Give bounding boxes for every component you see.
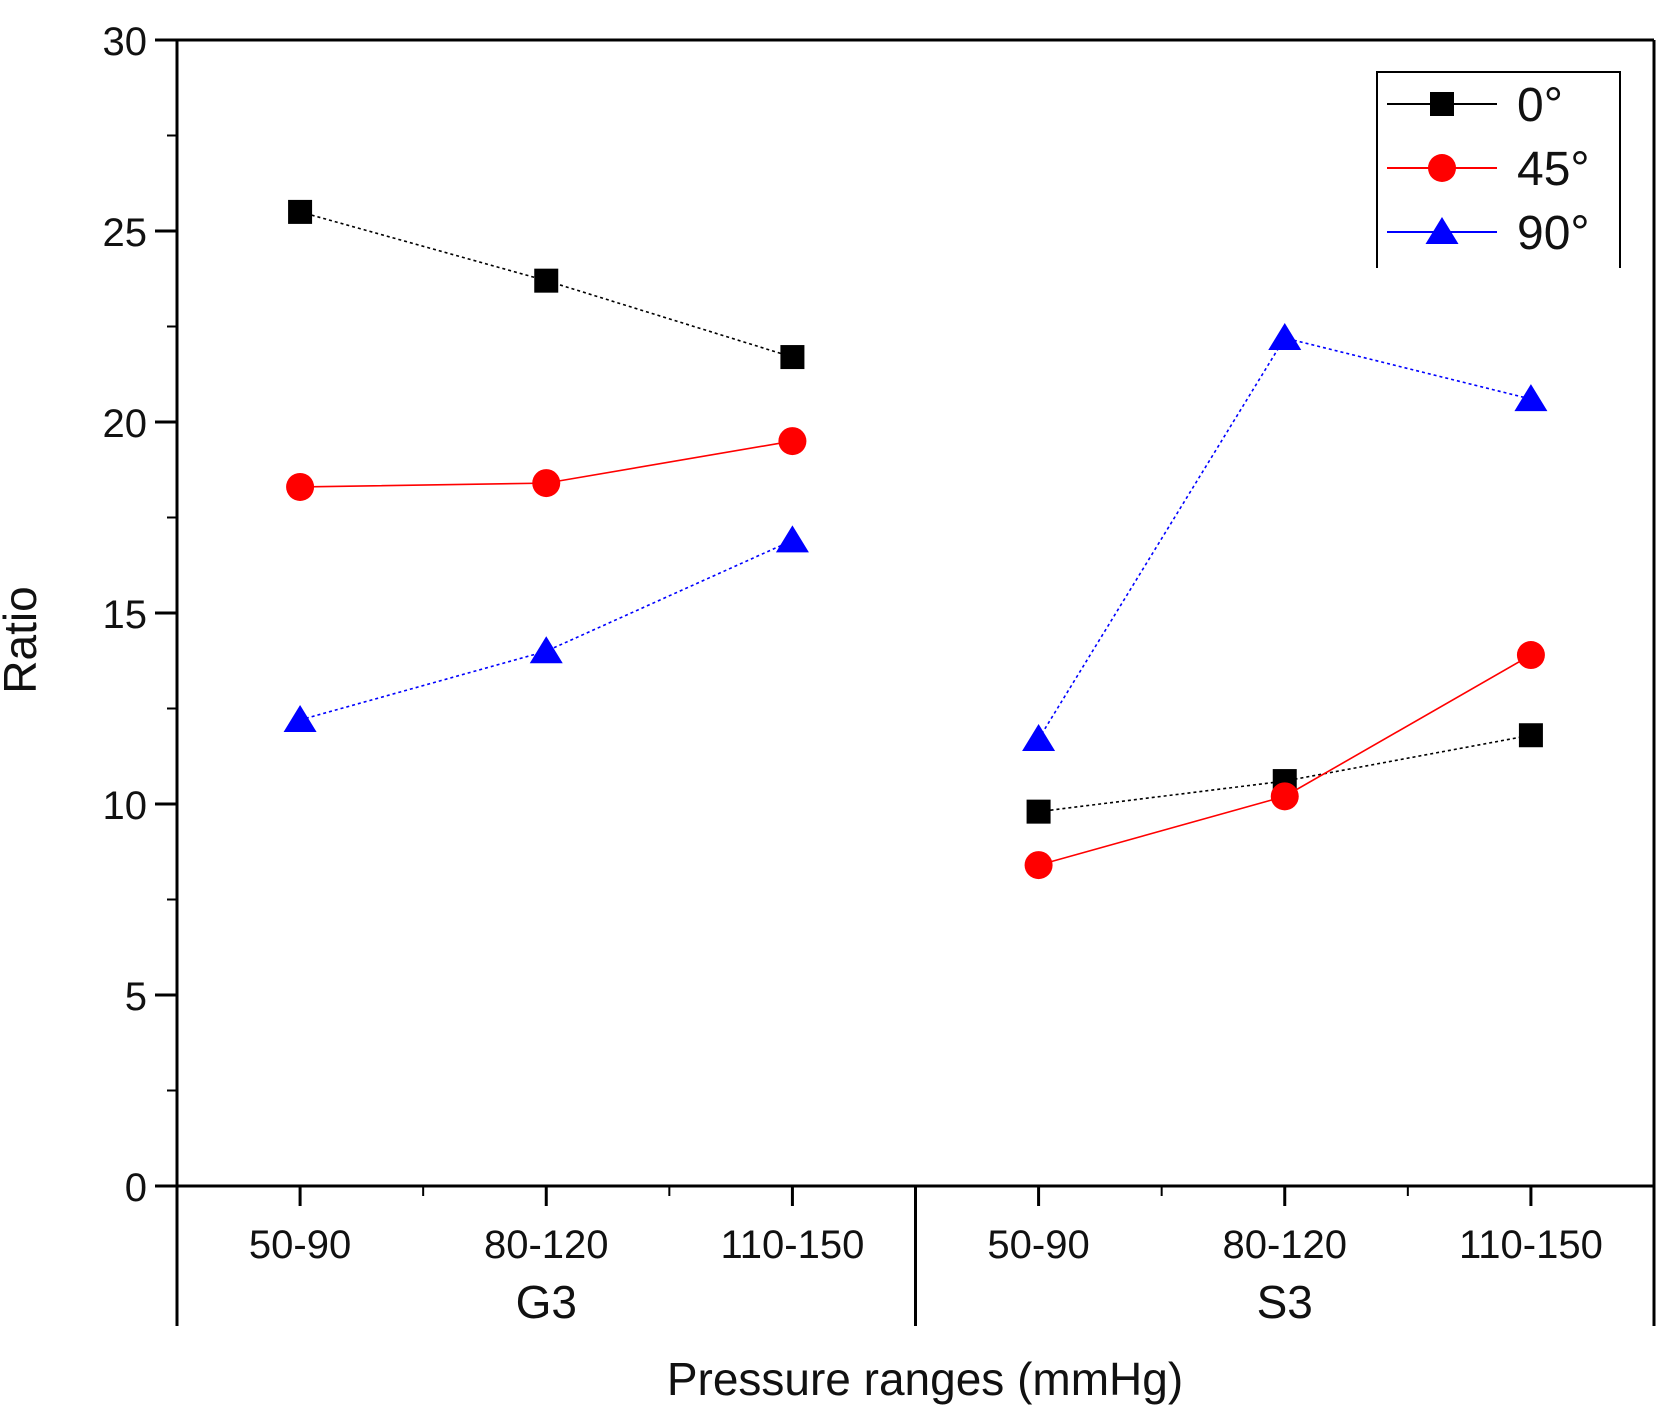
data-point-square (534, 268, 559, 293)
data-point-square (288, 199, 313, 224)
legend-label: 90° (1517, 207, 1590, 260)
data-point-square (1026, 799, 1051, 824)
x-tick-label: 50-90 (987, 1223, 1089, 1267)
legend: 0° 45° 90° (1376, 71, 1621, 268)
series-circle (286, 427, 1545, 880)
y-tick-label: 20 (103, 402, 148, 446)
x-tick-label: 80-120 (1222, 1223, 1347, 1267)
data-point-circle (532, 469, 561, 498)
series-line (1037, 337, 1532, 740)
y-tick-label: 5 (125, 975, 147, 1019)
data-point-circle (1516, 641, 1545, 670)
y-tick-label: 0 (125, 1166, 147, 1210)
x-axis: 50-90 80-120 110-150 G3 50-90 80-120 110-150 S3 (175, 1186, 1656, 1328)
data-point-circle (778, 427, 807, 456)
x-tick-label: 110-150 (1459, 1223, 1603, 1267)
x-tick-label: 80-120 (484, 1223, 609, 1267)
data-point-triangle (529, 636, 563, 664)
y-axis: 0 5 10 15 20 25 30 (103, 20, 177, 1210)
data-point-triangle (1514, 384, 1548, 412)
y-axis-label: Ratio (0, 586, 46, 693)
data-point-triangle (283, 704, 317, 732)
series-line (1038, 654, 1532, 866)
y-tick-label: 25 (103, 211, 148, 255)
data-point-square (1518, 723, 1543, 748)
x-tick-label: 110-150 (721, 1223, 865, 1267)
data-point-circle (1270, 782, 1299, 811)
series-triangle (283, 322, 1548, 752)
y-tick-label: 30 (103, 20, 148, 64)
group-label: S3 (1257, 1276, 1313, 1328)
data-point-square (780, 345, 805, 370)
series-line (299, 211, 793, 358)
group-label: G3 (516, 1276, 577, 1328)
data-point-triangle (1425, 217, 1459, 244)
data-point-circle (1024, 851, 1053, 880)
data-point-triangle (1022, 724, 1056, 752)
data-point-triangle (1268, 322, 1302, 350)
y-tick-label: 15 (103, 593, 148, 637)
series-layer (283, 199, 1548, 880)
x-axis-label: Pressure ranges (mmHg) (667, 1353, 1183, 1405)
data-point-triangle (775, 525, 809, 553)
x-tick-label: 50-90 (249, 1223, 351, 1267)
y-tick-label: 10 (103, 784, 148, 828)
data-point-square (1430, 92, 1454, 116)
legend-label: 45° (1517, 143, 1590, 196)
legend-label: 0° (1517, 79, 1563, 132)
data-point-circle (286, 472, 315, 501)
series-line (299, 539, 793, 721)
legend-box (1376, 71, 1621, 268)
plot-frame (175, 38, 1656, 1188)
series-square (288, 199, 1543, 824)
data-point-circle (1428, 154, 1456, 182)
